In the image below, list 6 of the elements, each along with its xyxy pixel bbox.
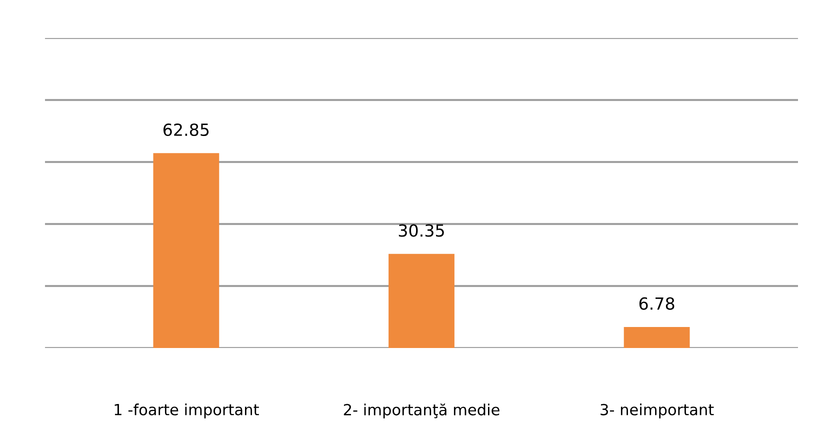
x-tick-label: 1 -foarte important [114,404,259,418]
data-label: 30.35 [398,224,444,237]
x-tick-label: 3- neimportant [600,404,714,418]
data-label: 6.78 [639,297,674,310]
data-label: 62.85 [163,123,209,136]
x-tick-label: 2- importanţă medie [344,404,500,418]
